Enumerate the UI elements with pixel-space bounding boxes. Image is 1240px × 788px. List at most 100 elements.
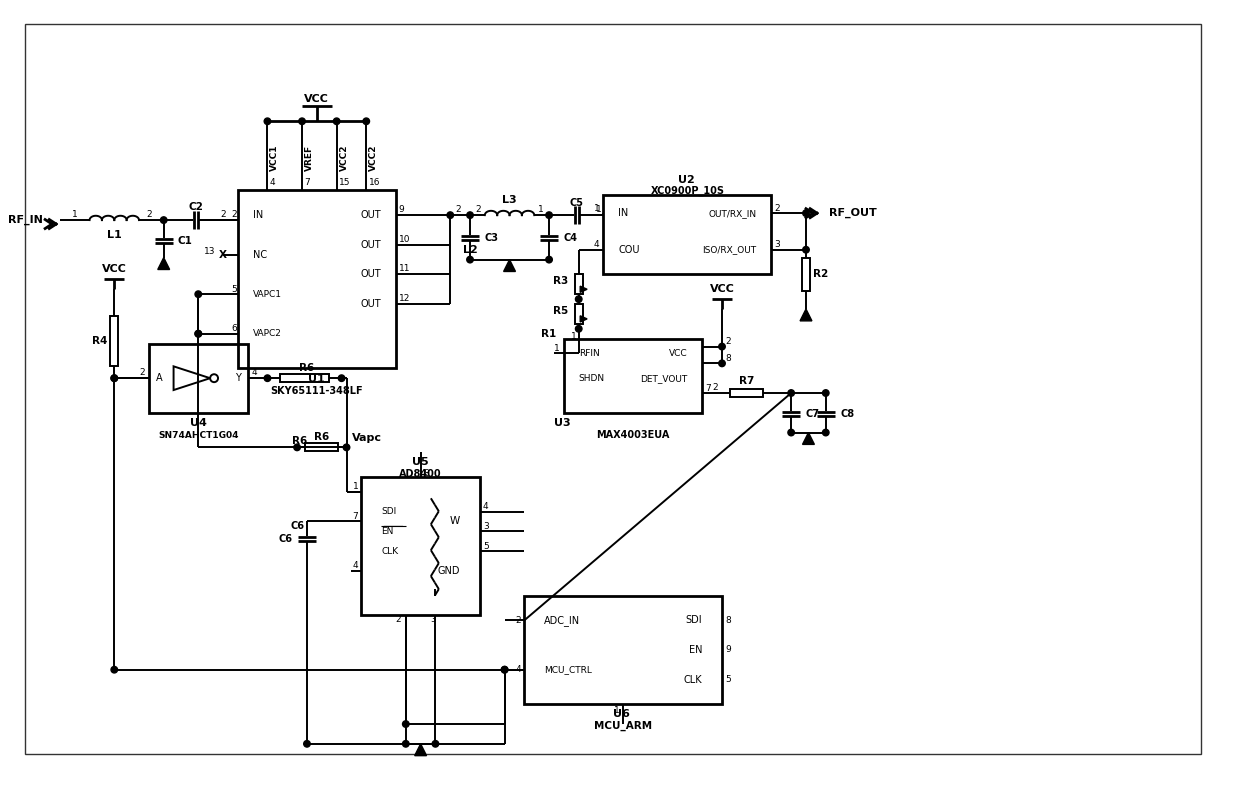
Text: 4: 4 bbox=[352, 561, 358, 571]
Text: 13: 13 bbox=[205, 247, 216, 256]
Text: 2: 2 bbox=[455, 205, 461, 214]
Text: OUT/RX_IN: OUT/RX_IN bbox=[708, 209, 756, 217]
Text: MCU_CTRL: MCU_CTRL bbox=[544, 665, 591, 675]
Text: MCU_ARM: MCU_ARM bbox=[594, 721, 652, 731]
Text: SN74AHCT1G04: SN74AHCT1G04 bbox=[157, 431, 238, 440]
Polygon shape bbox=[157, 258, 170, 269]
Circle shape bbox=[719, 360, 725, 366]
Text: SKY65111-348LF: SKY65111-348LF bbox=[270, 386, 363, 396]
Text: 11: 11 bbox=[399, 265, 410, 273]
Text: 8: 8 bbox=[424, 469, 429, 478]
Circle shape bbox=[802, 210, 810, 217]
Text: ISO/RX_OUT: ISO/RX_OUT bbox=[702, 245, 756, 255]
Text: Y: Y bbox=[234, 374, 241, 383]
Circle shape bbox=[719, 344, 725, 350]
Bar bbox=[110, 317, 118, 366]
Circle shape bbox=[343, 444, 350, 451]
Text: XC0900P_10S: XC0900P_10S bbox=[651, 185, 724, 195]
Circle shape bbox=[433, 741, 439, 747]
Text: 12: 12 bbox=[399, 294, 410, 303]
Text: SDI: SDI bbox=[686, 615, 702, 626]
Text: R7: R7 bbox=[739, 376, 754, 386]
Text: C1: C1 bbox=[177, 236, 192, 246]
Text: A: A bbox=[156, 374, 162, 383]
Text: 8: 8 bbox=[725, 615, 730, 625]
Text: C4: C4 bbox=[564, 233, 578, 243]
Circle shape bbox=[160, 217, 167, 223]
Bar bbox=[575, 304, 583, 324]
Bar bbox=[575, 274, 583, 294]
Text: VCC: VCC bbox=[102, 265, 126, 274]
Text: 7: 7 bbox=[305, 178, 310, 187]
Text: VAPC2: VAPC2 bbox=[253, 329, 281, 338]
Text: RF_OUT: RF_OUT bbox=[828, 208, 877, 218]
Text: 2: 2 bbox=[516, 615, 521, 625]
Text: 2: 2 bbox=[139, 368, 145, 377]
Circle shape bbox=[446, 212, 454, 218]
Text: 9: 9 bbox=[399, 205, 404, 214]
Text: VCC: VCC bbox=[304, 94, 330, 103]
Circle shape bbox=[112, 667, 118, 673]
Bar bbox=[604, 195, 771, 274]
Text: IN: IN bbox=[619, 208, 629, 218]
Text: AD8400: AD8400 bbox=[399, 469, 441, 479]
Bar bbox=[149, 344, 248, 413]
Text: L2: L2 bbox=[463, 245, 477, 255]
Circle shape bbox=[264, 118, 270, 125]
Circle shape bbox=[466, 256, 474, 263]
Text: C2: C2 bbox=[188, 203, 203, 212]
Text: SDI: SDI bbox=[381, 507, 397, 516]
Text: C7: C7 bbox=[806, 409, 820, 418]
Text: U6: U6 bbox=[614, 709, 630, 719]
Circle shape bbox=[466, 212, 474, 218]
Circle shape bbox=[334, 118, 340, 125]
Text: 4: 4 bbox=[516, 665, 521, 675]
Text: R6: R6 bbox=[293, 437, 308, 447]
Circle shape bbox=[112, 375, 118, 381]
Bar bbox=[280, 374, 329, 382]
Text: 1: 1 bbox=[570, 333, 577, 341]
Text: C6: C6 bbox=[278, 534, 293, 545]
Text: 1: 1 bbox=[614, 706, 619, 715]
Text: RFIN: RFIN bbox=[579, 349, 599, 358]
Text: 3: 3 bbox=[482, 522, 489, 531]
Text: X: X bbox=[219, 250, 227, 260]
Text: 10: 10 bbox=[399, 235, 410, 243]
Circle shape bbox=[304, 741, 310, 747]
Text: VCC: VCC bbox=[668, 349, 687, 358]
Text: 4: 4 bbox=[270, 178, 275, 187]
Text: GND: GND bbox=[438, 566, 460, 576]
Text: C3: C3 bbox=[485, 233, 498, 243]
Text: U4: U4 bbox=[190, 418, 207, 428]
Text: 3: 3 bbox=[774, 240, 780, 249]
Text: CLK: CLK bbox=[381, 547, 398, 556]
Circle shape bbox=[294, 444, 300, 451]
Text: R3: R3 bbox=[553, 277, 569, 286]
Text: COU: COU bbox=[619, 245, 640, 255]
Text: R5: R5 bbox=[553, 306, 569, 316]
Text: 7: 7 bbox=[706, 384, 711, 392]
Bar bbox=[305, 444, 339, 452]
Circle shape bbox=[822, 390, 830, 396]
Text: 4: 4 bbox=[252, 368, 257, 377]
Text: L1: L1 bbox=[107, 230, 122, 240]
Circle shape bbox=[195, 291, 202, 297]
Circle shape bbox=[575, 296, 582, 303]
Text: 7: 7 bbox=[352, 512, 358, 521]
Text: 1: 1 bbox=[595, 205, 601, 214]
Text: 16: 16 bbox=[368, 178, 381, 187]
Polygon shape bbox=[580, 316, 587, 322]
Circle shape bbox=[339, 375, 345, 381]
Text: 1: 1 bbox=[554, 344, 560, 353]
Text: 2: 2 bbox=[396, 615, 401, 624]
Text: EN: EN bbox=[381, 527, 393, 536]
Text: 4: 4 bbox=[594, 240, 599, 249]
Text: 2: 2 bbox=[231, 210, 237, 218]
Text: ADC_IN: ADC_IN bbox=[544, 615, 580, 626]
Text: C5: C5 bbox=[569, 199, 584, 208]
Polygon shape bbox=[580, 286, 587, 292]
Circle shape bbox=[264, 375, 270, 381]
Text: U5: U5 bbox=[412, 457, 429, 467]
Text: 1: 1 bbox=[594, 204, 599, 213]
Text: 2: 2 bbox=[221, 210, 226, 218]
